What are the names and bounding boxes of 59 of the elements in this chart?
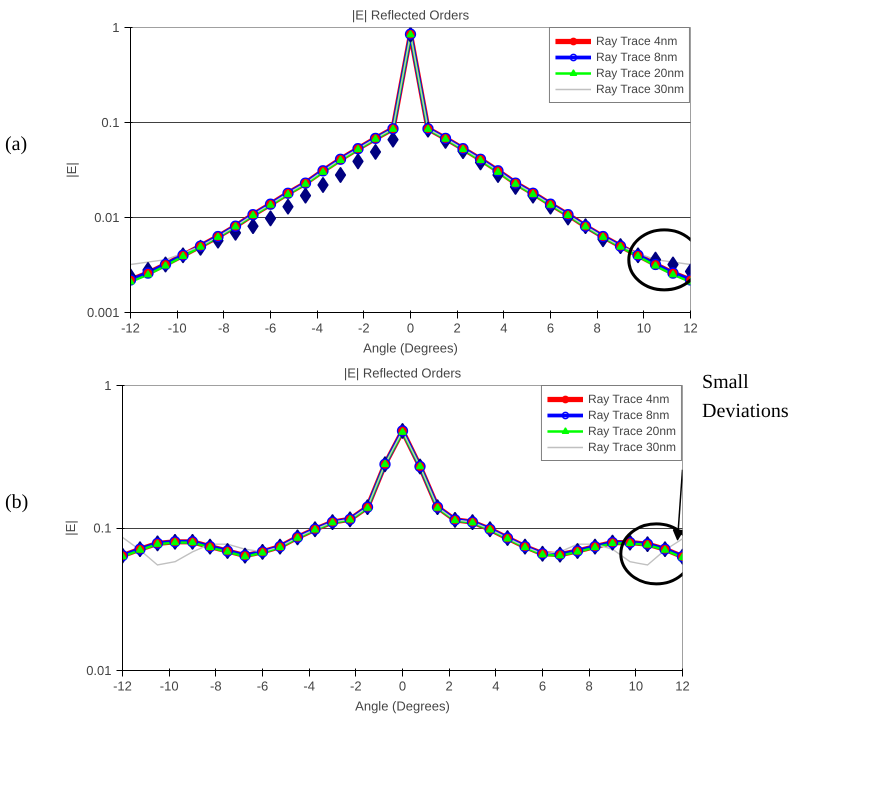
point <box>264 210 276 226</box>
legend-label: Ray Trace 20nm <box>596 65 684 81</box>
x-tick-label: 0 <box>406 320 414 336</box>
x-tick-label: 0 <box>398 678 406 694</box>
text: Small Deviations <box>702 370 790 424</box>
x-tick-label: 4 <box>492 678 500 694</box>
point <box>387 131 399 148</box>
x-tick-label: 8 <box>594 320 601 336</box>
x-tick-label: 8 <box>586 678 593 694</box>
y-tick-label: 0.1 <box>93 520 112 536</box>
x-tick-label: 6 <box>546 320 554 336</box>
x-tick-label: 2 <box>446 678 453 694</box>
x-tick-label: -6 <box>256 678 268 694</box>
x-tick-label: 4 <box>500 320 508 336</box>
x-tick-label: -6 <box>264 320 276 336</box>
y-axis-title: |E| <box>63 520 78 536</box>
y-tick-label: 1 <box>104 378 112 393</box>
x-tick-label: 10 <box>628 678 644 694</box>
chart-title: |E| Reflected Orders <box>352 8 470 22</box>
y-tick-label: 0.01 <box>94 210 120 225</box>
point <box>247 218 259 234</box>
y-tick-label: 0.001 <box>86 305 120 320</box>
x-tick-label: -12 <box>121 320 140 336</box>
point <box>300 187 312 204</box>
legend-label: Ray Trace 4nm <box>596 33 678 49</box>
x-tick-label: -10 <box>168 320 187 336</box>
text: (a) <box>5 132 28 157</box>
x-axis-title: Angle (Degrees) <box>363 340 458 356</box>
x-tick-label: -8 <box>210 678 222 694</box>
x-tick-label: 2 <box>454 320 461 336</box>
legend-label: Ray Trace 30nm <box>588 439 676 455</box>
point <box>334 166 346 184</box>
point <box>317 176 329 194</box>
x-tick-label: 10 <box>636 320 652 336</box>
x-tick-label: -2 <box>350 678 362 694</box>
legend-label: Ray Trace 4nm <box>588 391 670 407</box>
x-tick-label: 12 <box>675 678 690 694</box>
chart-title: |E| Reflected Orders <box>344 366 462 380</box>
y-tick-label: 0.1 <box>101 115 120 130</box>
x-tick-label: -4 <box>311 320 323 336</box>
x-tick-label: -12 <box>113 678 132 694</box>
x-tick-label: 12 <box>683 320 698 336</box>
x-tick-label: -4 <box>303 678 315 694</box>
legend-label: Ray Trace 30nm <box>596 81 684 97</box>
y-tick-label: 0.01 <box>86 663 112 678</box>
legend-label: Ray Trace 8nm <box>596 49 678 65</box>
x-tick-label: -8 <box>218 320 230 336</box>
y-tick-label: 1 <box>112 20 120 35</box>
point <box>352 153 364 170</box>
y-axis-title: |E| <box>64 162 79 178</box>
x-tick-label: -2 <box>358 320 370 336</box>
legend-label: Ray Trace 8nm <box>588 407 670 423</box>
x-tick-label: -10 <box>160 678 179 694</box>
x-axis-title: Angle (Degrees) <box>355 698 450 714</box>
legend-label: Ray Trace 20nm <box>588 423 676 439</box>
text: (b) <box>5 490 28 515</box>
x-tick-label: 6 <box>538 678 546 694</box>
point <box>370 144 382 160</box>
point <box>282 198 294 215</box>
